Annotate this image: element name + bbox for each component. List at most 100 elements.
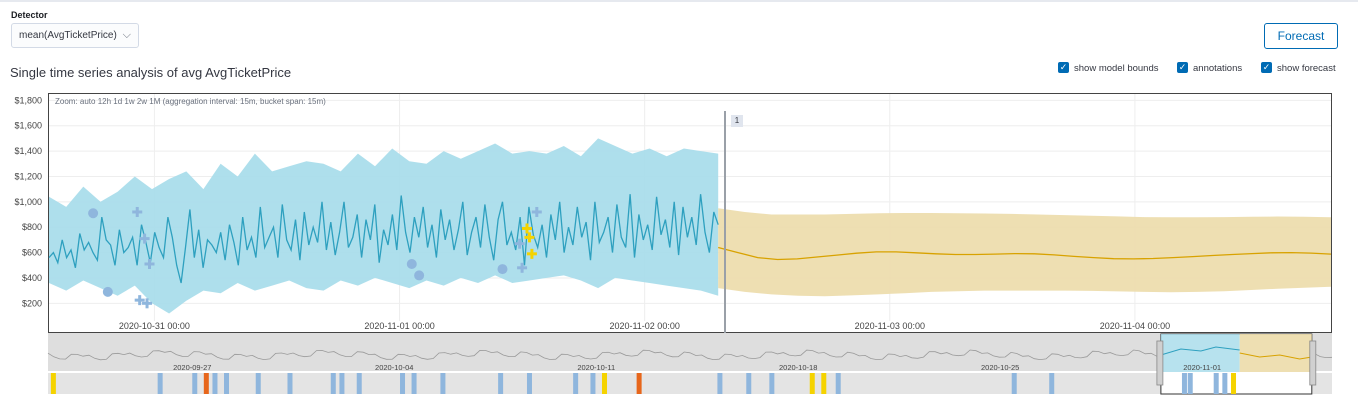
swimlane-cell[interactable] bbox=[601, 373, 607, 394]
swimlane-cell[interactable] bbox=[192, 373, 198, 394]
cross-bar-v bbox=[143, 233, 147, 244]
selection-swimlane-cell bbox=[1213, 373, 1219, 394]
forecast-series-line[interactable] bbox=[718, 246, 1332, 261]
page-title: Single time series analysis of avg AvgTi… bbox=[10, 65, 292, 80]
swimlane-cell[interactable] bbox=[526, 373, 532, 394]
anomaly-cross-marker[interactable] bbox=[139, 233, 150, 244]
top-divider bbox=[0, 0, 1358, 2]
swimlane-cell[interactable] bbox=[636, 373, 642, 394]
cross-bar-v bbox=[135, 206, 139, 217]
context-line bbox=[47, 349, 1333, 361]
model-bounds-layer bbox=[49, 138, 719, 314]
swimlane-cell[interactable] bbox=[746, 373, 752, 394]
anomaly-cross-marker[interactable] bbox=[517, 262, 528, 273]
anomaly-marker[interactable] bbox=[414, 270, 425, 281]
checkmark-icon: ✓ bbox=[1058, 61, 1069, 73]
show-forecast-checkbox[interactable]: ✓ show forecast bbox=[1261, 61, 1336, 76]
y-tick-label: $1,600 bbox=[14, 121, 42, 131]
swimlane-cell[interactable] bbox=[717, 373, 723, 394]
annotation-marker[interactable]: 1 bbox=[731, 115, 743, 127]
swimlane-cell[interactable] bbox=[356, 373, 362, 394]
swimlane-cells bbox=[50, 373, 1237, 394]
y-tick-label: $800 bbox=[22, 222, 42, 232]
swimlane-cell[interactable] bbox=[821, 373, 827, 394]
anomaly-cross-marker[interactable] bbox=[531, 206, 542, 217]
forecast-bounds-area bbox=[718, 208, 1331, 297]
swimlane-cell[interactable] bbox=[255, 373, 261, 394]
swimlane-cell[interactable] bbox=[224, 373, 230, 394]
cross-bar-v bbox=[138, 295, 142, 306]
checkbox-label: show model bounds bbox=[1074, 63, 1159, 74]
brush-handle-left[interactable] bbox=[1156, 340, 1164, 386]
swimlane-cell[interactable] bbox=[203, 373, 209, 394]
context-tick-label: 2020-09-27 bbox=[173, 363, 211, 372]
anomaly-marker[interactable] bbox=[88, 208, 99, 219]
cross-bar-v bbox=[535, 206, 539, 217]
selection-swimlane-cell bbox=[1222, 373, 1228, 394]
forecast-button[interactable]: Forecast bbox=[1264, 23, 1338, 49]
anomaly-cross-marker[interactable] bbox=[526, 248, 537, 259]
x-tick-label: 2020-11-01 00:00 bbox=[364, 321, 434, 331]
y-tick-label: $400 bbox=[22, 273, 42, 283]
swimlane-cell[interactable] bbox=[809, 373, 815, 394]
anomaly-markers bbox=[88, 206, 542, 309]
detector-select[interactable]: mean(AvgTicketPrice) ⌵ bbox=[11, 23, 139, 48]
anomaly-cross-marker[interactable] bbox=[132, 206, 143, 217]
y-tick-label: $1,200 bbox=[14, 171, 42, 181]
anomaly-cross-marker[interactable] bbox=[134, 295, 145, 306]
selection-swimlane-cell bbox=[1181, 373, 1187, 394]
swimlane-cell[interactable] bbox=[287, 373, 293, 394]
anomaly-cross-marker[interactable] bbox=[142, 298, 153, 309]
anomaly-cross-marker[interactable] bbox=[521, 223, 532, 234]
x-tick-label: 2020-11-03 00:00 bbox=[855, 321, 925, 331]
show-model-bounds-checkbox[interactable]: ✓ show model bounds bbox=[1058, 61, 1159, 76]
time-series-chart[interactable]: $200 $400 $600 $800 $1,000 $1,200 $1,400 $1,600… bbox=[0, 93, 1358, 333]
actual-series-line[interactable] bbox=[48, 194, 719, 284]
context-tick-label: 2020-10-11 bbox=[577, 363, 615, 372]
model-bounds-area bbox=[49, 138, 719, 314]
swimlane-cell[interactable] bbox=[1049, 373, 1055, 394]
zoom-bar[interactable]: Zoom: auto 12h 1d 1w 2w 1M (aggregation … bbox=[55, 97, 326, 106]
context-tick-label: 2020-10-04 bbox=[375, 363, 413, 372]
cross-bar-v bbox=[148, 258, 152, 269]
anomaly-cross-marker[interactable] bbox=[524, 232, 535, 243]
brush-handle-right[interactable] bbox=[1309, 340, 1317, 386]
anomaly-marker[interactable] bbox=[497, 264, 508, 275]
swimlane-cell[interactable] bbox=[330, 373, 336, 394]
swimlane-cell[interactable] bbox=[50, 373, 56, 394]
swimlane-cell[interactable] bbox=[212, 373, 218, 394]
cross-bar-v bbox=[520, 262, 524, 273]
swimlane-cell[interactable] bbox=[440, 373, 446, 394]
anomaly-cross-marker[interactable] bbox=[514, 238, 525, 249]
selection-forecast-line bbox=[1239, 352, 1312, 360]
context-chart[interactable]: 2020-09-27 2020-10-04 2020-10-11 2020-10-18… bbox=[0, 333, 1358, 395]
detector-select-value: mean(AvgTicketPrice) bbox=[19, 30, 117, 41]
anomaly-marker[interactable] bbox=[102, 286, 113, 297]
actual-line-layer bbox=[48, 194, 719, 284]
swimlane-cell[interactable] bbox=[411, 373, 417, 394]
swimlane-cell[interactable] bbox=[157, 373, 163, 394]
swimlane-cell[interactable] bbox=[400, 373, 406, 394]
detector-label: Detector bbox=[11, 10, 48, 20]
swimlane-cell[interactable] bbox=[769, 373, 775, 394]
swimlane-cell[interactable] bbox=[835, 373, 841, 394]
y-tick-label: $1,000 bbox=[14, 197, 42, 207]
forecast-layer bbox=[718, 208, 1332, 297]
anomaly-marker[interactable] bbox=[406, 258, 417, 269]
swimlane-cell[interactable] bbox=[498, 373, 504, 394]
anomaly-cross-marker[interactable] bbox=[144, 258, 155, 269]
swimlane-cell[interactable] bbox=[573, 373, 579, 394]
selection-bounds-forecast bbox=[1239, 334, 1312, 372]
swimlane-cell[interactable] bbox=[1011, 373, 1017, 394]
y-tick-label: $600 bbox=[22, 248, 42, 258]
swimlane-cell[interactable] bbox=[339, 373, 345, 394]
x-axis-labels: 2020-10-31 00:00 2020-11-01 00:00 2020-11-… bbox=[119, 321, 1170, 331]
y-tick-label: $200 bbox=[22, 298, 42, 308]
annotations-checkbox[interactable]: ✓ annotations bbox=[1177, 61, 1243, 76]
checkbox-label: show forecast bbox=[1277, 63, 1336, 74]
checkmark-icon: ✓ bbox=[1261, 61, 1272, 73]
y-tick-label: $1,400 bbox=[14, 146, 42, 156]
swimlane-cell[interactable] bbox=[590, 373, 596, 394]
selection-tick-label: 2020-11-01 bbox=[1183, 363, 1221, 372]
checkbox-label: annotations bbox=[1193, 63, 1243, 74]
